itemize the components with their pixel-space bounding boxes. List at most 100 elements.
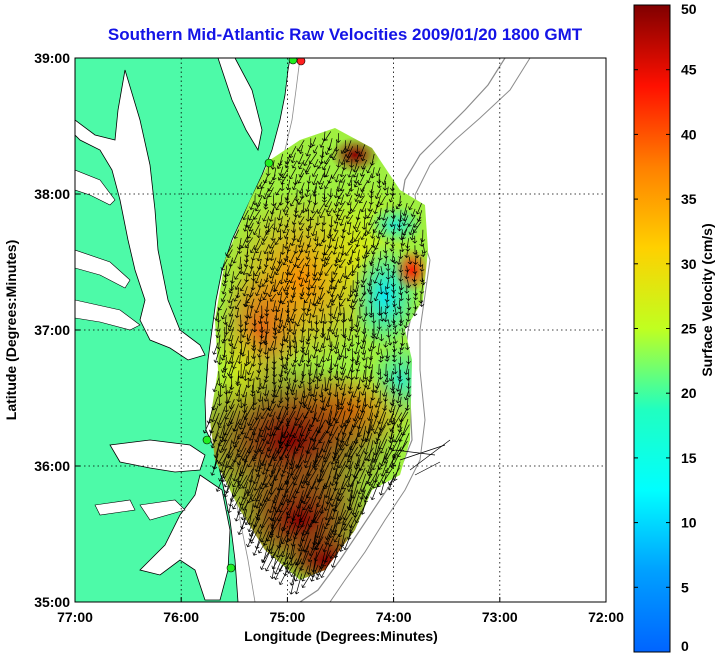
velocity-arrow	[291, 181, 298, 191]
colorbar-tick-label: 15	[681, 450, 697, 466]
velocity-arrow	[306, 237, 312, 248]
velocity-arrow	[407, 215, 416, 227]
velocity-arrow	[210, 459, 218, 476]
velocity-arrow	[293, 245, 299, 254]
velocity-arrow	[288, 263, 297, 276]
velocity-arrow	[347, 398, 353, 412]
velocity-arrow	[326, 208, 333, 217]
velocity-arrow	[289, 378, 296, 392]
velocity-arrow	[298, 145, 304, 154]
y-tick-label: 36:00	[34, 458, 70, 474]
velocity-arrow	[348, 299, 354, 308]
velocity-arrow	[383, 314, 389, 323]
velocity-arrow	[275, 523, 281, 539]
velocity-arrow	[392, 364, 398, 375]
velocity-arrow	[333, 222, 339, 232]
velocity-arrow	[297, 376, 305, 389]
velocity-arrow	[300, 565, 309, 582]
velocity-arrow	[337, 251, 344, 263]
velocity-arrow	[221, 277, 227, 287]
velocity-arrow	[228, 298, 234, 309]
velocity-arrow	[273, 279, 281, 292]
velocity-arrow	[345, 468, 352, 488]
velocity-arrow	[289, 292, 296, 303]
velocity-arrow	[236, 425, 247, 440]
velocity-arrow	[297, 270, 303, 280]
x-tick-label: 73:00	[482, 609, 518, 625]
velocity-arrow	[392, 257, 398, 264]
velocity-arrow	[363, 391, 369, 407]
velocity-arrow	[330, 551, 339, 568]
velocity-arrow	[414, 250, 420, 259]
velocity-arrow	[220, 259, 228, 271]
velocity-arrow	[248, 371, 254, 382]
velocity-arrow	[329, 482, 338, 501]
velocity-arrow	[404, 270, 410, 280]
velocity-arrow	[306, 559, 312, 575]
velocity-arrow	[312, 158, 319, 168]
velocity-arrow	[223, 396, 229, 413]
velocity-arrow	[333, 356, 339, 367]
velocity-arrow	[344, 461, 354, 479]
velocity-arrow	[353, 342, 359, 355]
velocity-arrow	[281, 293, 289, 305]
velocity-arrow	[278, 166, 284, 177]
station-marker	[288, 58, 298, 65]
velocity-arrow	[388, 370, 394, 382]
velocity-arrow	[412, 235, 418, 244]
velocity-arrow	[277, 173, 284, 181]
colorbar-tick-label: 35	[681, 191, 697, 207]
velocity-arrow	[384, 301, 390, 309]
velocity-arrow	[237, 440, 248, 458]
velocity-arrow	[326, 410, 333, 426]
velocity-arrow	[237, 349, 243, 364]
velocity-arrow	[393, 305, 399, 316]
velocity-arrow	[233, 292, 240, 302]
velocity-arrow	[337, 517, 345, 538]
velocity-arrow	[420, 277, 426, 286]
velocity-arrow	[342, 140, 348, 154]
velocity-arrow	[283, 271, 290, 283]
velocity-arrow	[234, 270, 241, 280]
velocity-arrow	[253, 209, 261, 220]
velocity-arrow	[388, 193, 394, 203]
velocity-arrow	[359, 482, 367, 500]
velocity-arrow	[333, 459, 340, 480]
velocity-arrow	[352, 166, 360, 178]
velocity-arrow	[302, 496, 312, 511]
velocity-arrow	[252, 224, 260, 236]
velocity-arrow	[354, 355, 360, 366]
velocity-arrow	[411, 272, 417, 282]
velocity-arrow	[310, 278, 318, 289]
velocity-arrow	[337, 208, 345, 221]
velocity-arrow	[257, 538, 268, 554]
velocity-arrow	[398, 424, 410, 442]
velocity-arrow	[231, 354, 240, 369]
velocity-arrow	[246, 350, 252, 365]
velocity-arrow	[263, 340, 269, 355]
velocity-arrow	[274, 263, 283, 276]
velocity-arrow	[256, 250, 262, 262]
velocity-arrow	[319, 146, 325, 159]
velocity-arrow	[261, 265, 268, 274]
velocity-arrow	[268, 209, 275, 222]
velocity-arrow	[234, 307, 240, 318]
velocity-arrow	[349, 348, 355, 362]
velocity-arrow	[232, 251, 239, 264]
velocity-arrow	[269, 202, 277, 215]
velocity-arrow	[319, 138, 326, 148]
velocity-arrow	[310, 200, 317, 214]
velocity-arrow	[212, 427, 220, 443]
velocity-arrow	[371, 452, 381, 471]
velocity-arrow	[373, 403, 381, 418]
velocity-arrow	[305, 354, 312, 367]
velocity-arrow	[262, 329, 268, 344]
velocity-arrow	[278, 566, 290, 586]
velocity-arrow	[268, 403, 277, 418]
velocity-arrow	[273, 564, 283, 580]
colorbar-label: Surface Velocity (cm/s)	[699, 223, 715, 376]
velocity-arrow	[352, 263, 359, 273]
velocity-arrow	[220, 350, 227, 361]
velocity-arrow	[307, 312, 312, 324]
velocity-arrow	[244, 215, 250, 228]
